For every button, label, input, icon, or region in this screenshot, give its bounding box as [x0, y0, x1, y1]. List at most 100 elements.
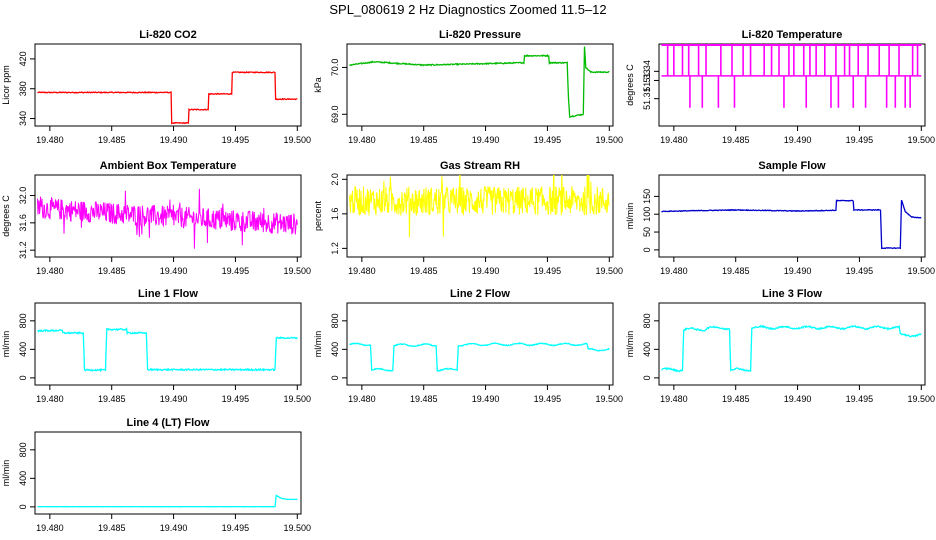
series-line — [349, 342, 610, 372]
x-tick-label: 19.490 — [160, 523, 188, 533]
x-tick-label: 19.485 — [98, 266, 126, 276]
chart-title: Ambient Box Temperature — [100, 160, 237, 172]
x-tick-label: 19.500 — [908, 394, 936, 404]
y-tick-label: 400 — [642, 342, 652, 357]
y-tick-label: 340 — [18, 111, 28, 126]
x-tick-label: 19.495 — [534, 394, 562, 404]
x-tick-label: 19.490 — [784, 135, 812, 145]
x-tick-label: 19.485 — [98, 135, 126, 145]
chart-panel: Sample Flow 19.480 19.485 19.490 19.495 19.50… — [625, 160, 935, 276]
x-tick-label: 19.485 — [410, 135, 438, 145]
plot-frame — [346, 174, 614, 258]
y-tick-label: 380 — [18, 81, 28, 96]
chart-title: Li-820 Pressure — [439, 29, 521, 41]
x-tick-label: 19.490 — [160, 135, 188, 145]
series-group — [37, 327, 298, 373]
plot-frame — [658, 302, 926, 386]
y-tick-label: 800 — [642, 313, 652, 328]
x-tick-label: 19.480 — [36, 135, 64, 145]
x-tick-label: 19.500 — [284, 135, 312, 145]
x-tick-label: 19.480 — [660, 135, 688, 145]
series-group — [37, 494, 298, 508]
plot-frame — [34, 174, 302, 258]
y-tick-label: 50 — [642, 227, 652, 237]
y-tick-label: 1.2 — [330, 242, 340, 255]
x-tick-label: 19.495 — [534, 266, 562, 276]
series-line — [37, 327, 298, 373]
y-tick-label: 51.34 — [642, 60, 652, 83]
y-axis-label: kPa — [313, 77, 323, 93]
series-line — [349, 46, 610, 118]
y-tick-label: 1.6 — [330, 208, 340, 221]
chart-title: Line 1 Flow — [138, 288, 198, 300]
x-tick-label: 19.495 — [222, 266, 250, 276]
x-tick-label: 19.480 — [348, 394, 376, 404]
chart-panel: Line 4 (LT) Flow 19.480 19.485 19.490 19.495… — [1, 417, 311, 533]
series-group — [37, 188, 298, 249]
y-axis-label: percent — [313, 200, 323, 231]
x-tick-label: 19.480 — [348, 135, 376, 145]
x-tick-label: 19.500 — [908, 266, 936, 276]
x-tick-label: 19.490 — [472, 394, 500, 404]
x-tick-label: 19.485 — [410, 394, 438, 404]
x-tick-label: 19.490 — [160, 266, 188, 276]
series-group — [661, 324, 922, 373]
series-group — [349, 175, 610, 238]
x-tick-label: 19.490 — [472, 135, 500, 145]
y-tick-label: 400 — [330, 342, 340, 357]
y-tick-label: 70.0 — [330, 59, 340, 77]
chart-panel: Ambient Box Temperature 19.480 19.485 19.49… — [1, 160, 311, 276]
y-tick-label: 400 — [18, 342, 28, 357]
chart-title: Line 2 Flow — [450, 288, 510, 300]
y-tick-label: 0 — [642, 375, 652, 380]
series-line — [661, 199, 922, 250]
plot-frame — [34, 431, 302, 515]
chart-title: Sample Flow — [758, 160, 826, 172]
series-line — [37, 188, 298, 249]
x-tick-label: 19.480 — [36, 523, 64, 533]
y-tick-label: 800 — [330, 313, 340, 328]
x-tick-label: 19.480 — [660, 394, 688, 404]
series-line — [349, 175, 610, 238]
x-tick-label: 19.500 — [908, 135, 936, 145]
y-tick-label: 69.0 — [330, 106, 340, 124]
x-tick-label: 19.500 — [596, 266, 624, 276]
chart-title: Gas Stream RH — [440, 160, 520, 172]
x-tick-label: 19.480 — [348, 266, 376, 276]
y-tick-label: 0 — [18, 504, 28, 509]
x-tick-label: 19.495 — [846, 394, 874, 404]
y-axis-label: ml/min — [1, 331, 11, 358]
y-tick-label: 0 — [18, 375, 28, 380]
y-axis-label: ml/min — [625, 331, 635, 358]
y-tick-label: 31.2 — [18, 241, 28, 259]
figure-title: SPL_080619 2 Hz Diagnostics Zoomed 11.5–… — [329, 2, 607, 17]
y-tick-label: 800 — [18, 442, 28, 457]
x-tick-label: 19.485 — [410, 266, 438, 276]
chart-panel: Line 3 Flow 19.480 19.485 19.490 19.495 19.50… — [625, 288, 935, 404]
plot-frame — [346, 43, 614, 127]
y-tick-label: 31.6 — [18, 214, 28, 232]
y-tick-label: 150 — [642, 189, 652, 204]
x-tick-label: 19.495 — [222, 135, 250, 145]
plot-frame — [34, 302, 302, 386]
x-tick-label: 19.485 — [722, 266, 750, 276]
plot-frame — [346, 302, 614, 386]
x-tick-label: 19.495 — [846, 135, 874, 145]
y-tick-label: 32.0 — [18, 187, 28, 205]
y-axis-label: degrees C — [625, 64, 635, 106]
chart-panel: Li-820 Pressure 19.480 19.485 19.490 19.495 1… — [313, 29, 623, 145]
y-axis-label: degrees C — [1, 195, 11, 237]
y-axis-label: ml/min — [625, 203, 635, 230]
x-tick-label: 19.495 — [846, 266, 874, 276]
x-tick-label: 19.480 — [660, 266, 688, 276]
x-tick-label: 19.480 — [36, 266, 64, 276]
chart-title: Line 4 (LT) Flow — [127, 417, 210, 429]
x-tick-label: 19.485 — [98, 523, 126, 533]
y-tick-label: 800 — [18, 313, 28, 328]
chart-panel: Li-820 CO2 19.480 19.485 19.490 19.495 19.500… — [1, 29, 311, 145]
x-tick-label: 19.495 — [222, 523, 250, 533]
x-tick-label: 19.490 — [784, 394, 812, 404]
y-axis-label: Licor ppm — [1, 65, 11, 105]
y-axis-label: ml/min — [1, 460, 11, 487]
